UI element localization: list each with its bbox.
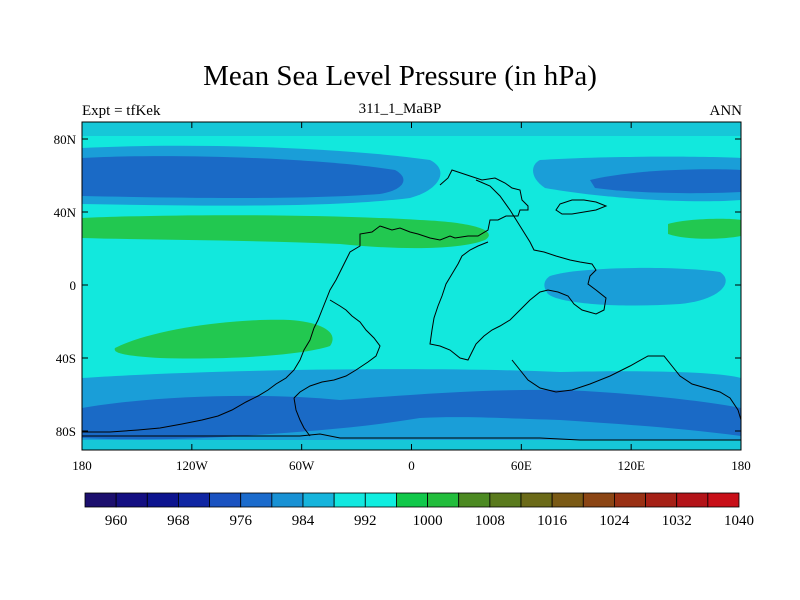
time-label: 311_1_MaBP [358, 101, 442, 117]
x-tick-label: 180 [731, 458, 751, 473]
x-tick-label: 120E [617, 458, 645, 473]
colorbar-swatch [271, 492, 304, 508]
coastline-south-america-east [293, 299, 381, 399]
colorbar-swatch [115, 492, 148, 508]
colorbar-swatch [333, 492, 366, 508]
coastline-americas [82, 169, 529, 433]
colorbar-swatch [209, 492, 242, 508]
map-panel [81, 121, 742, 451]
colorbar-swatch [84, 492, 117, 508]
colorbar-label: 1008 [475, 513, 505, 529]
high-north-east [668, 218, 741, 239]
x-tick-label: 0 [408, 458, 415, 473]
season-label: ANN [709, 103, 743, 119]
colorbar-label: 992 [354, 513, 377, 529]
plot-title: Mean Sea Level Pressure (in hPa) [203, 60, 597, 92]
colorbar-swatch [707, 492, 740, 508]
band-arctic-edge [82, 122, 741, 136]
x-tick-label: 120W [176, 458, 209, 473]
y-tick-label: 40S [56, 351, 76, 366]
colorbar-swatch [302, 492, 335, 508]
colorbar-swatch [146, 492, 179, 508]
experiment-label: Expt = tfKek [82, 103, 161, 119]
colorbar-label: 1024 [599, 513, 630, 529]
colorbar-swatch [458, 492, 491, 508]
colorbar-label: 976 [229, 513, 252, 529]
coastline-antarctic-peninsula [293, 397, 311, 437]
band-southern-inner [82, 389, 741, 440]
colorbar-swatch [489, 492, 522, 508]
colorbar-swatch [427, 492, 460, 508]
y-tick-label: 40N [54, 205, 77, 220]
colorbar-swatch [396, 492, 428, 508]
x-tick-label: 60E [511, 458, 532, 473]
high-south-subtropics [114, 319, 333, 359]
colorbar-label: 1016 [537, 513, 568, 529]
colorbar-swatch [520, 492, 553, 508]
colorbar-swatch [676, 492, 709, 508]
colorbar-swatch [645, 492, 678, 508]
coastline-eurasia-africa [429, 179, 607, 361]
colorbar-label: 960 [105, 513, 128, 529]
coastlines [82, 169, 742, 441]
x-tick-label: 60W [289, 458, 315, 473]
colorbar-swatch [178, 492, 210, 508]
colorbar-label: 968 [167, 513, 190, 529]
colorbar-label: 1000 [413, 513, 443, 529]
x-axis: 180 120W 60W 0 60E 120E 180 [72, 122, 751, 473]
colorbar-swatch [551, 492, 584, 508]
band-north-pacific-inner [82, 156, 404, 198]
colorbar-swatch [582, 492, 615, 508]
x-tick-label: 180 [72, 458, 92, 473]
high-north-subtropics [82, 215, 489, 249]
coastline-australia-antarctic [511, 355, 742, 421]
colorbar-swatch [614, 492, 646, 508]
y-tick-label: 80N [54, 132, 77, 147]
colorbar-label: 1040 [724, 513, 754, 529]
y-tick-label: 0 [70, 278, 77, 293]
coastline-antarctica [82, 433, 741, 441]
colorbar-label: 1032 [662, 513, 692, 529]
colorbar-swatch [364, 492, 397, 508]
colorbar: 960 968 976 984 992 1000 1008 1016 1024 1032 1040 [84, 492, 754, 529]
low-tropical-east [544, 267, 726, 306]
y-axis: 80N 40N 0 40S 80S [54, 132, 741, 439]
colorbar-swatch [240, 492, 273, 508]
band-north-atlantic-inner [590, 169, 741, 194]
colorbar-label: 984 [292, 513, 315, 529]
coastline-asia-north [555, 199, 608, 215]
y-tick-label: 80S [56, 424, 76, 439]
